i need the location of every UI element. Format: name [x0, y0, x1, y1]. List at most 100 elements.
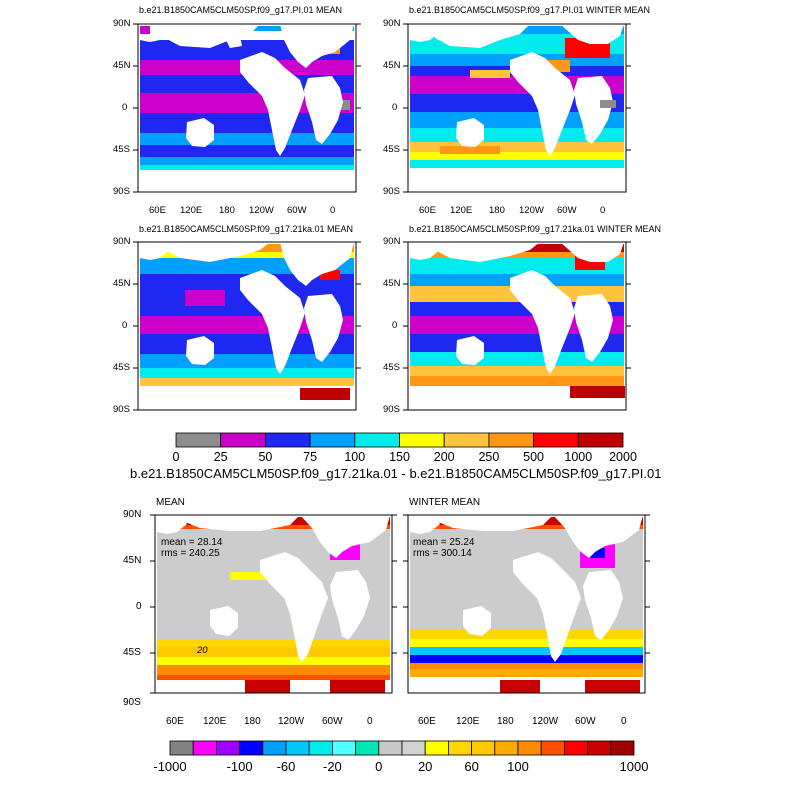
colorbar-label: 100	[507, 759, 529, 774]
lon-label: 60E	[149, 205, 166, 216]
stat-mean-right: mean = 25.24	[413, 537, 475, 548]
colorbar-label: -100	[226, 759, 253, 774]
colorbar-label: 0	[375, 759, 383, 774]
colorbar-box	[262, 740, 287, 756]
lon-label: 120E	[180, 205, 203, 216]
colorbar-bottom	[169, 740, 635, 756]
colorbar-box	[494, 740, 519, 756]
stat-mean-left: mean = 28.14	[161, 537, 223, 548]
colorbar-box	[309, 432, 356, 448]
map-panel-pi-winter	[407, 23, 627, 193]
colorbar-box	[488, 432, 534, 448]
lon-label: 0	[330, 205, 336, 216]
colorbar-top	[175, 432, 624, 448]
colorbar-label: 0	[172, 450, 180, 464]
title-21ka-winter: b.e21.B1850CAM5CLM50SP.f09_g17.21ka.01 W…	[409, 224, 661, 234]
panel-label-winter: WINTER MEAN	[409, 497, 481, 508]
colorbar-box	[169, 740, 194, 756]
lon-label: 0	[621, 716, 627, 727]
stat-rms-left: rms = 240.25	[161, 548, 220, 559]
colorbar-label: 50	[258, 450, 273, 464]
colorbar-label: -20	[323, 759, 342, 774]
lon-label: 120W	[519, 205, 544, 216]
map-panel-diff-mean	[154, 514, 393, 694]
colorbar-label: -1000	[153, 759, 187, 774]
map-panel-21ka-winter	[407, 241, 627, 411]
lat-label: 0	[136, 601, 142, 612]
lat-label: 45N	[123, 555, 142, 566]
colorbar-box	[264, 432, 311, 448]
colorbar-label: 1000	[619, 759, 649, 774]
contour-label: 20	[197, 645, 208, 656]
lat-label: 90N	[383, 236, 401, 247]
panel-label-mean: MEAN	[156, 497, 185, 508]
lat-label: 90N	[123, 509, 142, 520]
colorbar-box	[331, 740, 356, 756]
colorbar-box	[378, 740, 403, 756]
colorbar-box	[610, 740, 635, 756]
title-pi-mean: b.e21.B1850CAM5CLM50SP.f09_g17.PI.01 MEA…	[139, 5, 342, 15]
colorbar-label: 500	[523, 450, 545, 464]
lon-label: 60W	[575, 716, 596, 727]
lat-label: 45N	[113, 278, 131, 289]
lat-label: 45S	[383, 362, 400, 373]
lat-label: 45N	[383, 60, 401, 71]
colorbar-label: 1000	[564, 450, 593, 464]
map-panel-pi-mean	[137, 23, 357, 193]
colorbar-box	[517, 740, 542, 756]
lon-label: 0	[600, 205, 606, 216]
lon-label: 120W	[532, 716, 559, 727]
colorbar-box	[540, 740, 565, 756]
colorbar-label: 60	[464, 759, 479, 774]
lon-label: 180	[489, 205, 505, 216]
colorbar-box	[355, 740, 380, 756]
lat-label: 0	[392, 320, 398, 331]
colorbar-label: 200	[433, 450, 455, 464]
lon-label: 60W	[557, 205, 577, 216]
colorbar-box	[399, 432, 445, 448]
lon-label: 0	[367, 716, 373, 727]
colorbar-label: -60	[276, 759, 296, 774]
lat-label: 0	[122, 102, 128, 113]
colorbar-box	[308, 740, 333, 756]
lat-label: 45S	[123, 647, 141, 658]
colorbar-label: 75	[303, 450, 318, 464]
lon-label: 180	[244, 716, 261, 727]
colorbar-label: 100	[344, 450, 366, 464]
colorbar-box	[175, 432, 222, 448]
map-panel-diff-winter	[407, 514, 646, 694]
colorbar-box	[564, 740, 589, 756]
lat-label: 90S	[113, 186, 130, 197]
colorbar-box	[354, 432, 400, 448]
colorbar-box	[471, 740, 496, 756]
lat-label: 45N	[113, 60, 131, 71]
colorbar-label: 250	[478, 450, 500, 464]
colorbar-box	[577, 432, 624, 448]
colorbar-box	[401, 740, 426, 756]
lon-label: 60W	[322, 716, 343, 727]
lat-label: 90S	[383, 186, 400, 197]
colorbar-box	[215, 740, 240, 756]
axis-ticks	[133, 23, 650, 694]
colorbar-box	[447, 740, 472, 756]
colorbar-box	[239, 740, 264, 756]
lat-label: 90N	[113, 236, 131, 247]
lat-label: 0	[392, 102, 398, 113]
lon-label: 120E	[203, 716, 227, 727]
title-pi-winter: b.e21.B1850CAM5CLM50SP.f09_g17.PI.01 WIN…	[409, 5, 650, 15]
lat-label: 45S	[113, 144, 130, 155]
lat-label: 90S	[113, 404, 130, 415]
lon-label: 120E	[456, 716, 480, 727]
lat-label: 45N	[383, 278, 401, 289]
colorbar-label: 25	[213, 450, 228, 464]
stat-rms-right: rms = 300.14	[413, 548, 472, 559]
title-21ka-mean: b.e21.B1850CAM5CLM50SP.f09_g17.21ka.01 M…	[139, 224, 353, 234]
lat-label: 0	[122, 320, 128, 331]
lon-label: 120W	[278, 716, 305, 727]
colorbar-box	[587, 740, 612, 756]
colorbar-box	[220, 432, 266, 448]
colorbar-box	[285, 740, 310, 756]
map-panel-21ka-mean	[137, 241, 357, 411]
colorbar-box	[533, 432, 579, 448]
